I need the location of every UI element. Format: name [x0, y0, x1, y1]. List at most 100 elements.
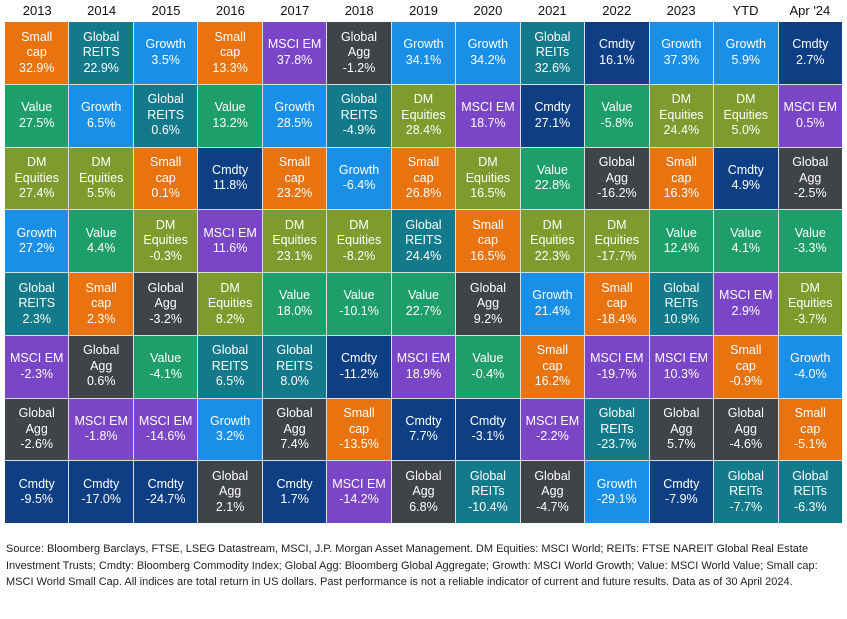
return-value-label: -29.1% — [597, 492, 637, 507]
return-value-label: -17.7% — [597, 248, 637, 263]
return-cell: Cmdty -11.2% — [327, 335, 391, 398]
asset-class-label: Small cap — [794, 406, 826, 436]
asset-class-label: Global REITS — [211, 343, 249, 373]
return-cell: Value 13.2% — [198, 84, 262, 147]
return-cell: Global Agg -1.2% — [327, 22, 391, 84]
return-cell: DM Equities 5.5% — [69, 147, 133, 210]
column-header: 2021 — [537, 3, 567, 18]
asset-class-label: Small cap — [21, 29, 53, 60]
asset-class-label: Growth — [403, 37, 444, 52]
asset-class-label: Growth — [596, 476, 638, 491]
return-cell: Global REITS 22.9% — [69, 22, 133, 84]
asset-class-label: Global Agg — [727, 406, 764, 436]
return-cell: Cmdty 1.7% — [262, 461, 327, 523]
asset-class-label: Growth — [145, 37, 186, 52]
asset-class-label: DM Equities — [207, 280, 253, 311]
return-cell: Growth 37.3% — [649, 22, 714, 84]
asset-class-label: Cmdty — [469, 413, 507, 428]
return-cell: Cmdty 11.8% — [198, 147, 262, 210]
return-cell: Global Agg 5.7% — [649, 398, 714, 461]
return-value-label: 7.4% — [280, 437, 309, 452]
return-value-label: 34.2% — [470, 52, 506, 67]
return-cell: DM Equities 8.2% — [198, 273, 262, 335]
return-value-label: 21.4% — [534, 303, 571, 318]
return-cell: Global REITs -10.4% — [456, 461, 520, 523]
return-cell: Growth 28.5% — [262, 84, 327, 147]
return-cell: MSCI EM -2.3% — [5, 335, 69, 398]
return-value-label: 13.2% — [212, 115, 248, 130]
return-cell: Cmdty 27.1% — [520, 84, 585, 147]
asset-class-label: Cmdty — [598, 37, 635, 52]
return-value-label: 23.1% — [276, 248, 313, 263]
asset-class-label: DM Equities — [530, 217, 575, 248]
return-value-label: 16.1% — [599, 52, 635, 67]
return-cell: Value 12.4% — [649, 210, 714, 272]
return-cell: MSCI EM 11.6% — [198, 210, 262, 272]
return-cell: Global Agg -3.2% — [133, 273, 198, 335]
return-value-label: -7.7% — [729, 499, 763, 514]
return-cell: Global REITS 8.0% — [262, 335, 327, 398]
return-cell: Growth 27.2% — [5, 210, 69, 272]
asset-class-label: MSCI EM — [9, 351, 64, 366]
return-value-label: -4.7% — [536, 499, 569, 514]
asset-class-label: DM Equities — [594, 217, 640, 248]
asset-class-label: Cmdty — [212, 162, 249, 177]
return-cell: Growth 21.4% — [520, 273, 585, 335]
asset-class-label: Global REITs — [792, 468, 829, 499]
return-cell: Cmdty 16.1% — [585, 22, 649, 84]
return-value-label: -2.6% — [20, 437, 54, 452]
return-cell: DM Equities -17.7% — [585, 210, 649, 272]
return-cell: Global REITS 2.3% — [5, 273, 69, 335]
asset-class-label: Value — [665, 225, 697, 240]
return-cell: MSCI EM -1.8% — [69, 398, 133, 461]
return-value-label: 11.8% — [212, 178, 248, 193]
return-value-label: 5.0% — [731, 123, 761, 138]
return-cell: Cmdty -7.9% — [649, 461, 714, 523]
return-cell: Global REITS -4.9% — [327, 84, 391, 147]
return-cell: Global Agg 2.1% — [198, 461, 262, 523]
asset-class-label: Cmdty — [276, 476, 313, 491]
asset-class-label: Cmdty — [663, 476, 700, 491]
return-value-label: 22.7% — [405, 303, 442, 318]
return-value-label: 2.3% — [22, 311, 51, 326]
return-cell: Value -10.1% — [327, 273, 391, 335]
return-value-label: 6.5% — [215, 374, 245, 389]
column-header: 2022 — [602, 3, 632, 18]
asset-class-label: Global REITs — [663, 280, 700, 311]
return-value-label: 16.5% — [470, 186, 506, 201]
return-cell: Global Agg -4.6% — [714, 398, 778, 461]
return-cell: MSCI EM -2.2% — [520, 398, 585, 461]
column-header: 2017 — [280, 3, 310, 18]
asset-class-label: Growth — [209, 413, 251, 428]
return-cell: DM Equities -0.3% — [133, 210, 198, 272]
asset-class-label: Cmdty — [792, 37, 829, 52]
return-value-label: 37.3% — [663, 52, 700, 67]
return-value-label: 18.0% — [276, 303, 313, 318]
column-header: Apr '24 — [789, 3, 831, 18]
asset-class-label: Cmdty — [727, 162, 764, 177]
return-value-label: -2.2% — [536, 429, 569, 444]
column-header: 2023 — [666, 3, 696, 18]
return-cell: DM Equities 16.5% — [456, 147, 520, 210]
return-cell: Global REITS 0.6% — [133, 84, 198, 147]
asset-class-label: Value — [730, 225, 762, 240]
return-value-label: 5.7% — [667, 437, 696, 452]
asset-class-label: DM Equities — [465, 155, 511, 185]
return-cell: DM Equities 5.0% — [714, 84, 778, 147]
return-cell: Global REITS 24.4% — [391, 210, 456, 272]
return-value-label: -10.4% — [468, 499, 508, 514]
return-cell: Global Agg 6.8% — [391, 461, 456, 523]
return-cell: DM Equities 27.4% — [5, 147, 69, 210]
return-cell: Cmdty -24.7% — [133, 461, 198, 523]
column-header: 2014 — [87, 3, 117, 18]
return-value-label: -1.8% — [84, 429, 118, 444]
return-value-label: -16.2% — [597, 186, 637, 201]
asset-class-label: Global REITs — [598, 406, 635, 436]
asset-class-label: Small cap — [536, 343, 569, 373]
asset-class-label: Global REITS — [147, 92, 185, 122]
return-value-label: 8.2% — [215, 311, 245, 326]
asset-class-label: Global Agg — [18, 406, 55, 436]
asset-class-label: Growth — [274, 100, 315, 115]
return-cell: DM Equities 28.4% — [391, 84, 456, 147]
